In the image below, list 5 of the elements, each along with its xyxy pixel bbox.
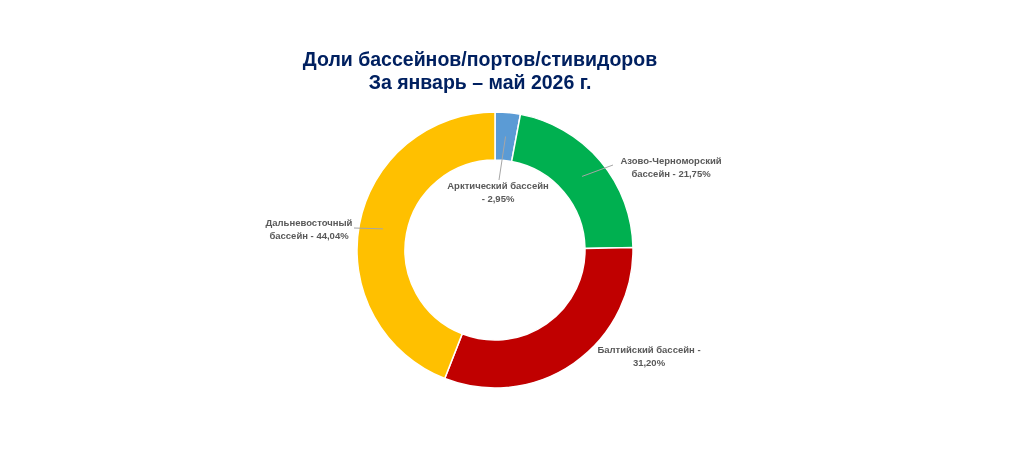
slice-label: Азово-Черноморский бассейн - 21,75% xyxy=(620,155,722,179)
slice-label: Балтийский бассейн - 31,20% xyxy=(597,344,701,368)
slice-label: Арктический бассейн - 2,95% xyxy=(447,180,550,204)
chart-title: Доли бассейнов/портов/стивидоров За январь – май 2026 г. xyxy=(302,48,658,93)
slice-label: Дальневосточный бассейн - 44,04% xyxy=(265,217,353,241)
